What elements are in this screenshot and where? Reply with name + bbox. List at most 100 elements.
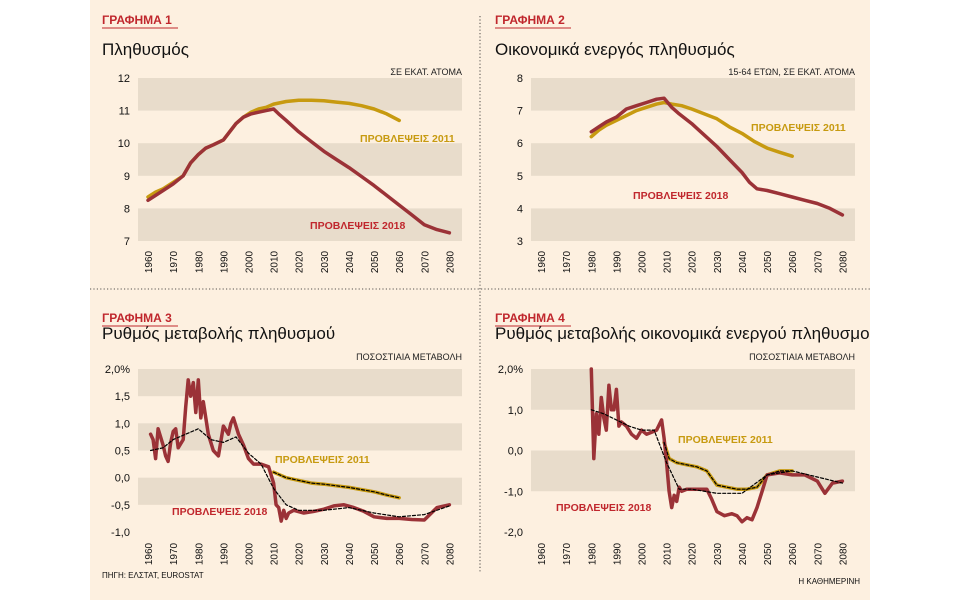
x-tick-label: 2000 bbox=[638, 250, 649, 273]
series-line bbox=[589, 100, 794, 158]
y-tick-label: 2,0% bbox=[105, 364, 130, 376]
x-tick-label: 2030 bbox=[713, 542, 724, 565]
chart-band bbox=[531, 208, 855, 241]
x-tick-label: 2050 bbox=[370, 542, 381, 565]
chart-band bbox=[531, 143, 855, 176]
x-tick-label: 2070 bbox=[420, 250, 431, 273]
x-tick-label: 2010 bbox=[270, 542, 281, 565]
series-label: ΠΡΟΒΛΕΨΕΙΣ 2018 bbox=[172, 506, 267, 518]
x-tick-label: 2000 bbox=[638, 542, 649, 565]
x-tick-label: 1990 bbox=[219, 542, 230, 565]
trend-line bbox=[273, 471, 400, 499]
x-tick-label: 2070 bbox=[813, 542, 824, 565]
x-tick-label: 1980 bbox=[194, 250, 205, 273]
series-label: ΠΡΟΒΛΕΨΕΙΣ 2011 bbox=[360, 133, 455, 145]
x-tick-label: 1980 bbox=[587, 542, 598, 565]
chart-band bbox=[138, 78, 462, 111]
brand-label: Η ΚΑΘΗΜΕΡΙΝΗ bbox=[798, 577, 860, 586]
y-tick-label: 0,0 bbox=[115, 473, 130, 485]
chart-band bbox=[531, 78, 855, 111]
figure-panel: ΓΡΑΦΗΜΑ 1 Πληθυσμός ΣΕ ΕΚΑΤ. ΑΤΟΜΑ 7 8 9 10 11 1… bbox=[90, 0, 870, 600]
x-tick-label: 2030 bbox=[320, 250, 331, 273]
y-tick-label: 0,0 bbox=[508, 446, 523, 458]
x-tick-label: 1990 bbox=[612, 250, 623, 273]
series-label: ΠΡΟΒΛΕΨΕΙΣ 2011 bbox=[275, 454, 370, 466]
y-tick-label: -0,5 bbox=[111, 500, 130, 512]
x-tick-label: 2060 bbox=[788, 542, 799, 565]
y-tick-label: 10 bbox=[118, 138, 130, 150]
charts-svg: ΓΡΑΦΗΜΑ 1 Πληθυσμός ΣΕ ΕΚΑΤ. ΑΤΟΜΑ 7 8 9 10 11 1… bbox=[90, 13, 870, 586]
x-tick-label: 1970 bbox=[169, 250, 180, 273]
x-tick-label: 2050 bbox=[370, 250, 381, 273]
x-tick-label: 2080 bbox=[445, 542, 456, 565]
series-line bbox=[146, 107, 452, 235]
x-tick-label: 1960 bbox=[144, 250, 155, 273]
chart-unit: ΣΕ ΕΚΑΤ. ΑΤΟΜΑ bbox=[390, 67, 462, 77]
y-tick-label: -1,0 bbox=[504, 486, 523, 498]
x-tick-label: 2080 bbox=[838, 250, 849, 273]
y-tick-label: 11 bbox=[119, 106, 130, 118]
chart-unit: 15-64 ΕΤΩΝ, ΣΕ ΕΚΑΤ. ΑΤΟΜΑ bbox=[728, 67, 855, 77]
y-tick-label: 7 bbox=[124, 236, 130, 248]
x-tick-label: 1990 bbox=[612, 542, 623, 565]
x-tick-label: 2080 bbox=[445, 250, 456, 273]
chart-tag: ΓΡΑΦΗΜΑ 1 bbox=[102, 13, 172, 27]
x-tick-label: 1970 bbox=[562, 542, 573, 565]
x-tick-label: 2020 bbox=[688, 542, 699, 565]
y-tick-label: 5 bbox=[517, 171, 523, 183]
chart-band bbox=[138, 423, 462, 451]
x-tick-label: 2030 bbox=[713, 250, 724, 273]
chart-title: Ρυθμός μεταβολής πληθυσμού bbox=[102, 324, 335, 343]
series-label: ΠΡΟΒΛΕΨΕΙΣ 2018 bbox=[556, 502, 651, 514]
y-tick-label: 0,5 bbox=[115, 446, 130, 458]
y-tick-label: 7 bbox=[517, 106, 523, 118]
chart-unit: ΠΟΣΟΣΤΙΑΙΑ ΜΕΤΑΒΟΛΗ bbox=[749, 352, 855, 362]
chart-tag: ΓΡΑΦΗΜΑ 3 bbox=[102, 311, 172, 325]
chart-band bbox=[138, 208, 462, 241]
series-label: ΠΡΟΒΛΕΨΕΙΣ 2011 bbox=[678, 434, 773, 446]
trend-line bbox=[663, 441, 793, 490]
x-tick-label: 2070 bbox=[813, 250, 824, 273]
y-tick-label: 1,5 bbox=[115, 391, 130, 403]
series-line bbox=[148, 378, 452, 523]
series-line bbox=[589, 96, 845, 217]
x-tick-label: 2010 bbox=[270, 250, 281, 273]
y-tick-label: 8 bbox=[124, 203, 130, 215]
x-tick-label: 2060 bbox=[395, 542, 406, 565]
source-note: ΠΗΓΗ: ΕΛΣΤΑΤ, EUROSTAT bbox=[102, 571, 204, 580]
x-tick-label: 1980 bbox=[587, 250, 598, 273]
x-tick-label: 1970 bbox=[169, 542, 180, 565]
y-tick-label: 2,0% bbox=[498, 364, 523, 376]
x-tick-label: 2040 bbox=[345, 542, 356, 565]
series-label: ΠΡΟΒΛΕΨΕΙΣ 2018 bbox=[310, 220, 405, 232]
y-tick-label: 12 bbox=[118, 73, 130, 85]
y-tick-label: 4 bbox=[517, 203, 523, 215]
chart-title: Πληθυσμός bbox=[102, 40, 189, 59]
chart-title: Ρυθμός μεταβολής οικονομικά ενεργού πληθ… bbox=[495, 324, 870, 343]
series-label: ΠΡΟΒΛΕΨΕΙΣ 2018 bbox=[633, 190, 728, 202]
trend-line bbox=[590, 409, 843, 494]
chart-band bbox=[531, 369, 855, 410]
x-tick-label: 2050 bbox=[763, 250, 774, 273]
x-tick-label: 2010 bbox=[663, 250, 674, 273]
x-tick-label: 2030 bbox=[320, 542, 331, 565]
x-tick-label: 1960 bbox=[537, 542, 548, 565]
series-line bbox=[589, 367, 845, 524]
x-tick-label: 2040 bbox=[345, 250, 356, 273]
y-tick-label: 9 bbox=[124, 171, 130, 183]
x-tick-label: 2040 bbox=[738, 250, 749, 273]
chart-unit: ΠΟΣΟΣΤΙΑΙΑ ΜΕΤΑΒΟΛΗ bbox=[356, 352, 462, 362]
y-tick-label: 1,0 bbox=[115, 418, 130, 430]
y-tick-label: 3 bbox=[517, 236, 523, 248]
x-tick-label: 1980 bbox=[194, 542, 205, 565]
x-tick-label: 1970 bbox=[562, 250, 573, 273]
y-tick-label: -1,0 bbox=[111, 527, 130, 539]
chart-title: Οικονομικά ενεργός πληθυσμός bbox=[495, 40, 735, 59]
x-tick-label: 2020 bbox=[295, 542, 306, 565]
x-tick-label: 1990 bbox=[219, 250, 230, 273]
x-tick-label: 2060 bbox=[788, 250, 799, 273]
x-tick-label: 2010 bbox=[663, 542, 674, 565]
series-label: ΠΡΟΒΛΕΨΕΙΣ 2011 bbox=[751, 122, 846, 134]
x-tick-label: 2070 bbox=[420, 542, 431, 565]
x-tick-label: 1960 bbox=[537, 250, 548, 273]
